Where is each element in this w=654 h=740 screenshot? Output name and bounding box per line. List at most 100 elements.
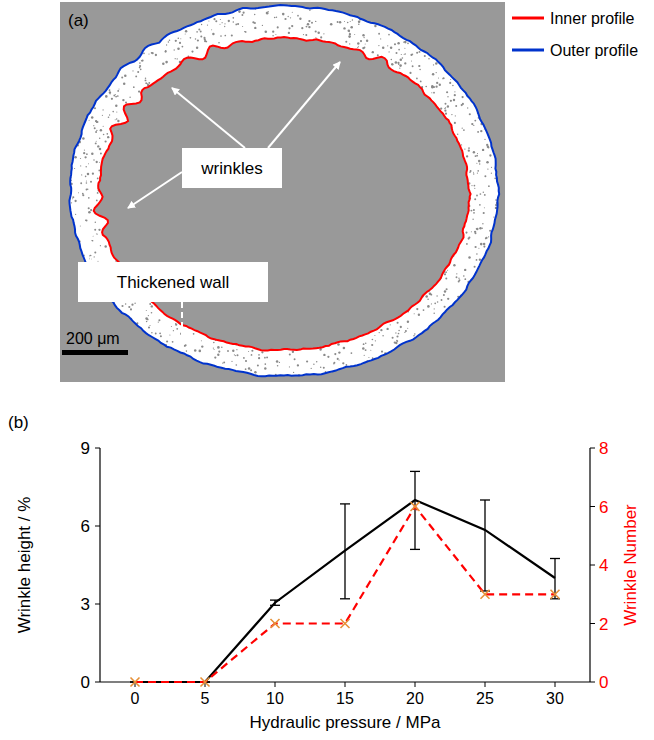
wall-texture [201,24,202,25]
wall-texture [97,145,99,147]
wall-texture [236,349,237,350]
wall-texture [315,30,317,32]
outer-profile [69,5,499,376]
wall-texture [473,209,475,211]
y-axis [99,448,100,682]
wall-texture [165,61,168,64]
wall-texture [447,298,449,300]
wall-texture [204,40,206,42]
wall-texture [395,342,397,344]
wall-texture [174,49,175,50]
wall-texture [145,317,148,320]
wall-texture [465,232,467,234]
wall-texture [398,330,400,332]
wall-texture [456,273,457,274]
wall-texture [434,308,435,309]
wall-texture [457,134,458,135]
y-tick-label: 6 [81,517,90,536]
wall-texture [450,79,451,80]
legend-label: Outer profile [550,42,638,59]
wall-texture [231,361,232,362]
error-cap [340,503,350,504]
wall-texture [146,310,147,311]
error-bar [410,471,420,549]
wall-texture [72,198,73,199]
wall-texture [395,61,398,64]
wall-texture [231,34,233,36]
wall-texture [293,372,294,373]
wall-texture [115,96,117,98]
wall-texture [190,37,192,39]
error-cap [410,549,420,550]
wall-texture [274,17,276,19]
wall-texture [403,42,404,43]
wall-texture [485,237,487,239]
wall-texture [389,51,390,52]
wall-texture [139,65,141,67]
wall-texture [258,357,260,359]
wall-texture [493,216,494,217]
wall-texture [165,50,167,52]
wall-texture [311,368,312,369]
wall-texture [464,278,466,280]
wall-texture [266,12,269,15]
wall-texture [323,33,324,34]
wall-texture [218,42,220,44]
wall-texture [108,116,110,118]
wall-texture [364,355,365,356]
wall-texture [201,345,203,347]
wall-texture [363,37,364,38]
wall-texture [398,333,400,335]
y2-tick-label: 0 [599,673,608,692]
wall-texture [90,181,92,183]
wall-texture [308,20,310,22]
wall-texture [404,53,405,54]
wall-texture [258,354,260,356]
micrograph-background [60,2,505,382]
y-tick-label: 9 [81,439,90,458]
wall-texture [365,343,367,345]
plot-marks [130,471,560,686]
wall-texture [358,23,360,25]
wall-texture [96,121,98,123]
wall-texture [95,142,97,144]
wall-texture [297,364,299,366]
wall-texture [444,273,446,275]
wall-texture [454,91,455,92]
wall-texture [366,40,368,42]
wall-texture [95,222,96,223]
wall-texture [272,35,274,37]
tube-wall [69,5,499,376]
wall-texture [290,17,291,18]
wall-texture [468,147,470,149]
x-tick [555,682,556,687]
wall-texture [288,32,290,34]
wall-texture [145,77,146,78]
wall-texture [474,188,475,189]
wall-texture [145,82,147,84]
y2-tick-label: 2 [599,615,608,634]
wall-texture [104,245,106,247]
wall-texture [484,139,485,140]
wall-texture [474,198,476,200]
wall-texture [378,33,380,35]
annotation: wrinkles [200,159,262,178]
wall-texture [434,302,436,304]
wall-texture [396,52,398,54]
wall-texture [483,246,485,248]
wall-texture [451,114,452,115]
wall-texture [306,360,308,362]
arrow [268,62,340,148]
wall-texture [362,34,364,36]
wall-texture [368,357,369,358]
wall-texture [82,137,84,139]
wall-texture [398,64,399,65]
wall-texture [477,172,478,173]
wall-texture [343,347,346,350]
wall-texture [381,351,383,353]
wall-texture [402,57,404,59]
panel-label: (b) [8,413,29,432]
wall-texture [468,256,471,259]
wall-texture [277,365,279,367]
wall-texture [343,27,345,29]
